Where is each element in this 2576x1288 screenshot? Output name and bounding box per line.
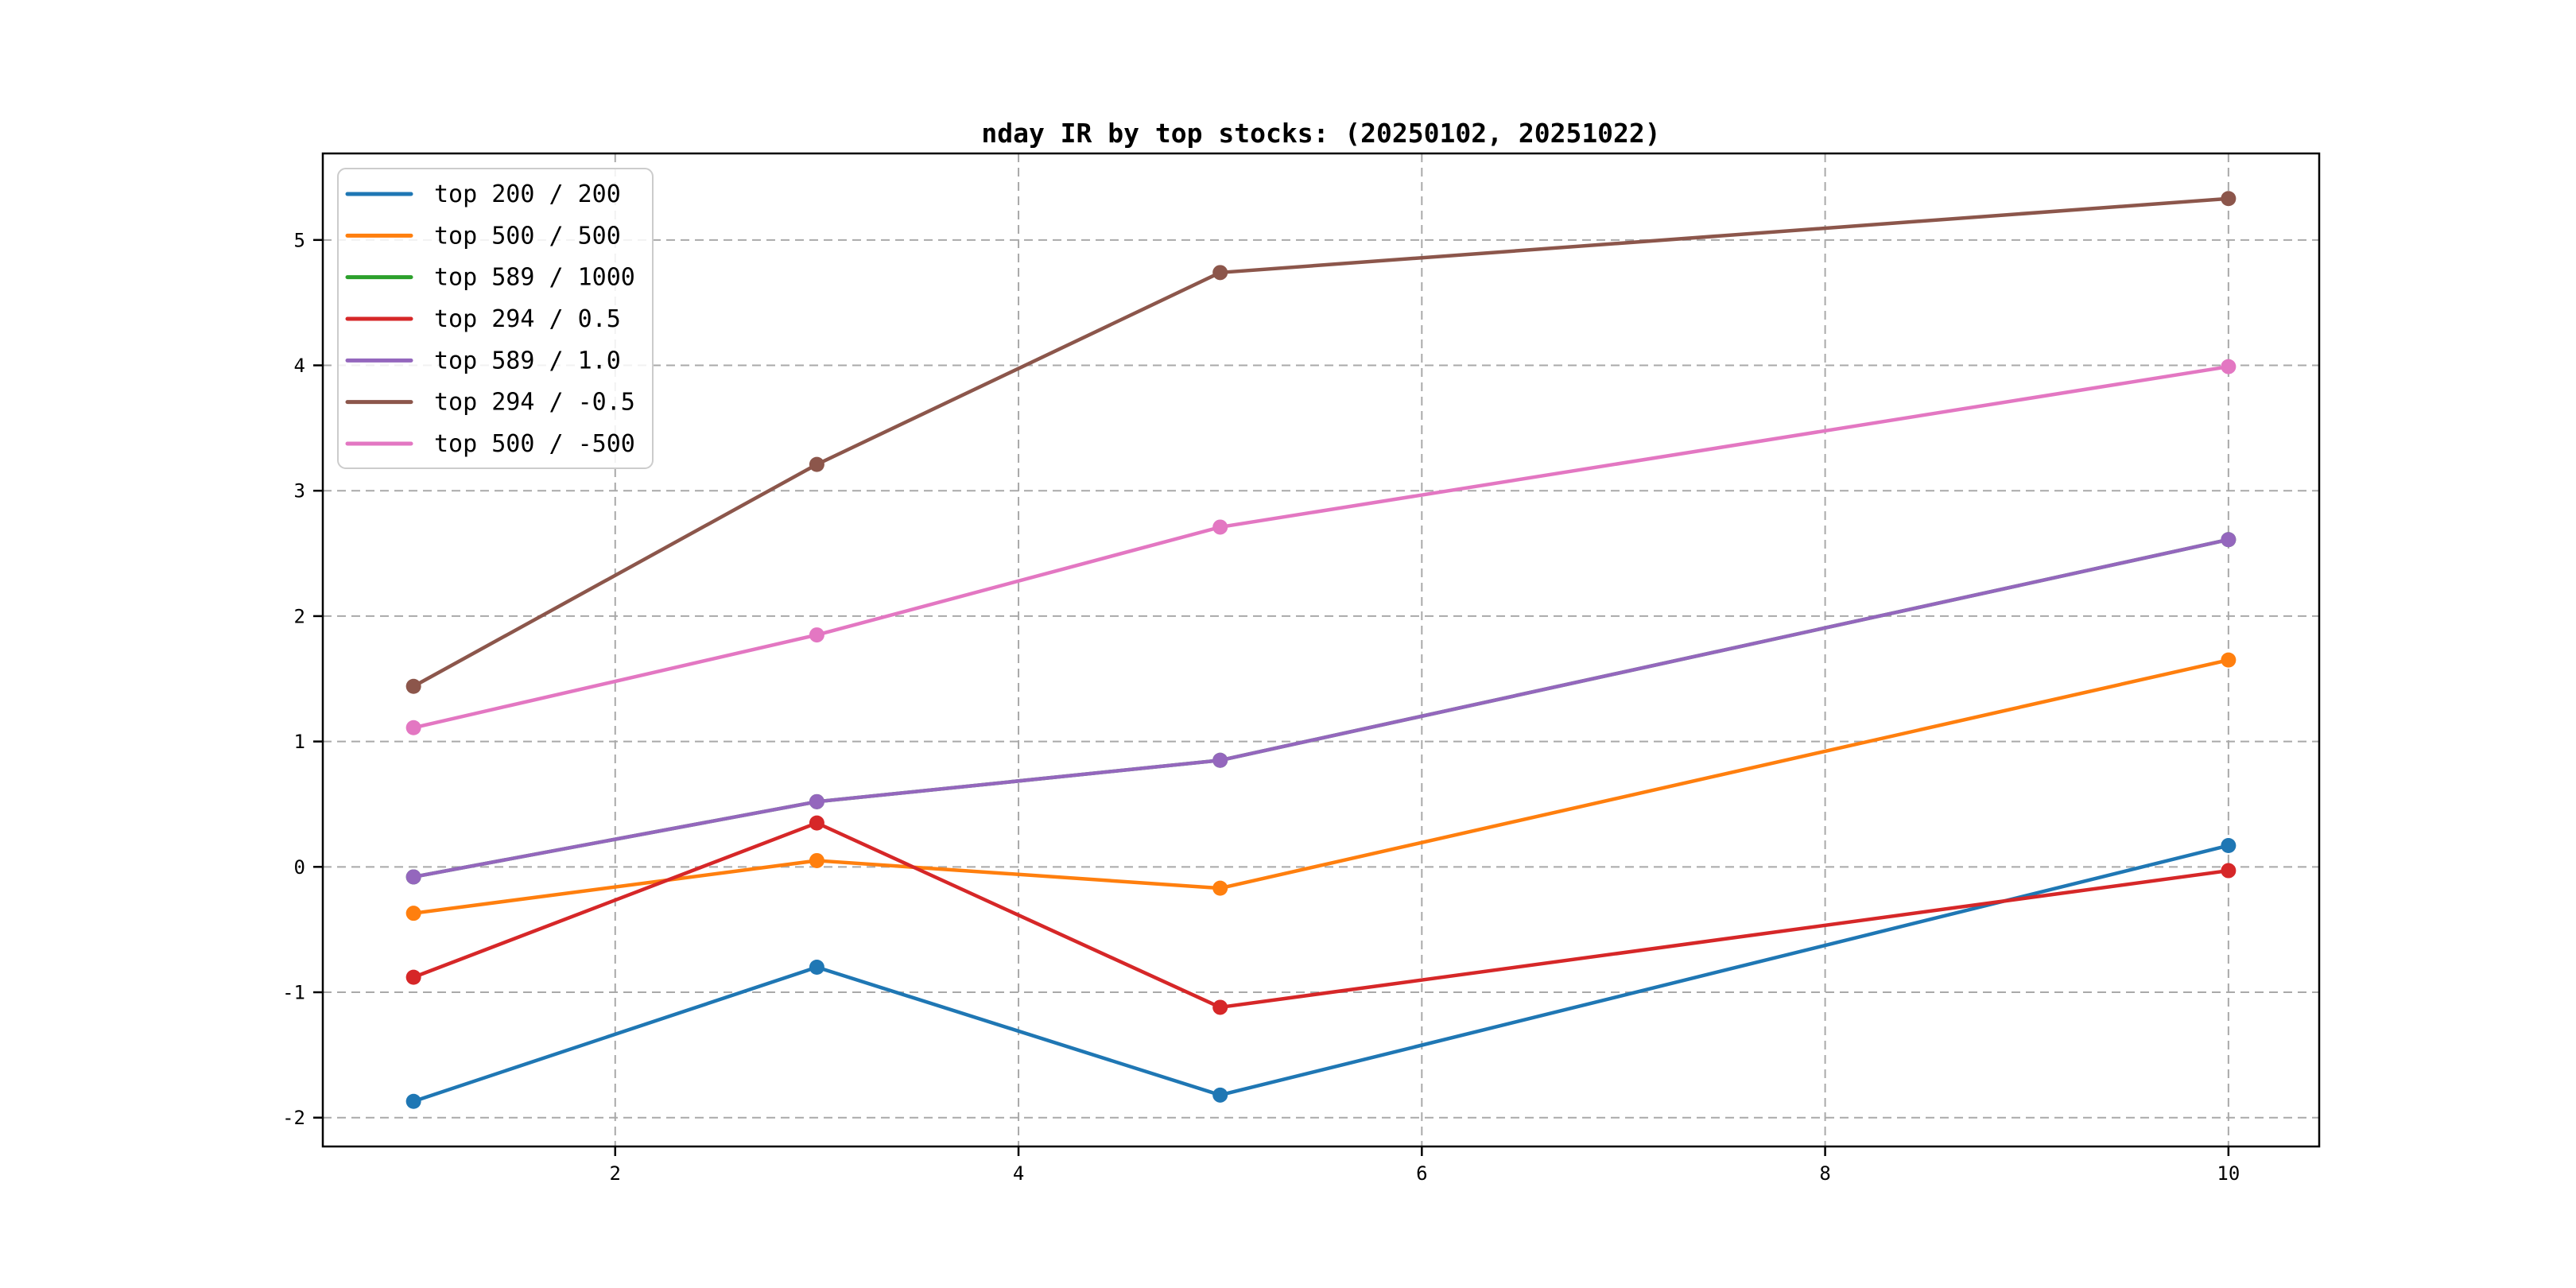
x-tick-label-4: 4 (1013, 1162, 1024, 1185)
data-point-series1-x3 (809, 852, 824, 868)
legend-label-2: top 589 / 1000 (434, 264, 635, 292)
data-point-series0-x10 (2221, 838, 2237, 854)
x-tick-label-8: 8 (1819, 1162, 1830, 1185)
data-point-series1-x10 (2221, 652, 2237, 668)
x-tick-label-10: 10 (2217, 1162, 2240, 1185)
legend-label-5: top 294 / -0.5 (434, 389, 635, 417)
plot-frame (321, 152, 2321, 1148)
y-tick-label-2: 2 (294, 605, 305, 627)
series-line-4 (411, 537, 2231, 879)
chart-title: nday IR by top stocks: (20250102, 202510… (981, 118, 1661, 149)
data-point-series3-x3 (809, 815, 824, 831)
data-point-series3-x5 (1212, 999, 1228, 1015)
legend-label-0: top 200 / 200 (434, 180, 621, 208)
data-point-series4-x1 (405, 869, 421, 885)
x-tick-label-2: 2 (610, 1162, 621, 1185)
data-point-series6-x1 (405, 720, 421, 735)
data-point-series4-x3 (809, 793, 824, 809)
data-point-series4-x10 (2221, 532, 2237, 548)
legend-label-3: top 294 / 0.5 (434, 305, 621, 333)
data-point-series1-x5 (1212, 880, 1228, 896)
y-tick-label-4: 4 (294, 355, 305, 377)
data-point-series0-x5 (1212, 1087, 1228, 1103)
legend-label-6: top 500 / -500 (434, 430, 635, 458)
data-point-series3-x10 (2221, 863, 2237, 879)
data-point-series1-x1 (405, 906, 421, 921)
data-point-series6-x3 (809, 627, 824, 643)
data-point-series5-x3 (809, 456, 824, 472)
series-line-1 (411, 658, 2231, 915)
data-point-series0-x1 (405, 1093, 421, 1109)
y-tick-label--2: -2 (282, 1107, 305, 1129)
y-tick-label-0: 0 (294, 856, 305, 879)
legend-label-4: top 589 / 1.0 (434, 347, 621, 374)
x-tick-label-6: 6 (1416, 1162, 1427, 1185)
legend-box (337, 168, 654, 469)
y-tick-label--1: -1 (282, 982, 305, 1004)
data-point-series6-x5 (1212, 519, 1228, 535)
data-point-series5-x5 (1212, 265, 1228, 281)
data-point-series3-x1 (405, 969, 421, 985)
data-point-series5-x1 (405, 678, 421, 694)
series-line-6 (411, 364, 2231, 730)
data-point-series0-x3 (809, 959, 824, 975)
series-line-5 (411, 196, 2231, 689)
data-point-series4-x5 (1212, 752, 1228, 768)
data-point-series5-x10 (2221, 191, 2237, 207)
y-tick-label-1: 1 (294, 731, 305, 753)
y-tick-label-3: 3 (294, 480, 305, 502)
legend-label-1: top 500 / 500 (434, 222, 621, 250)
series-line-3 (411, 821, 2231, 1010)
y-tick-label-5: 5 (294, 229, 305, 251)
data-point-series6-x10 (2221, 359, 2237, 374)
series-line-0 (411, 844, 2231, 1104)
